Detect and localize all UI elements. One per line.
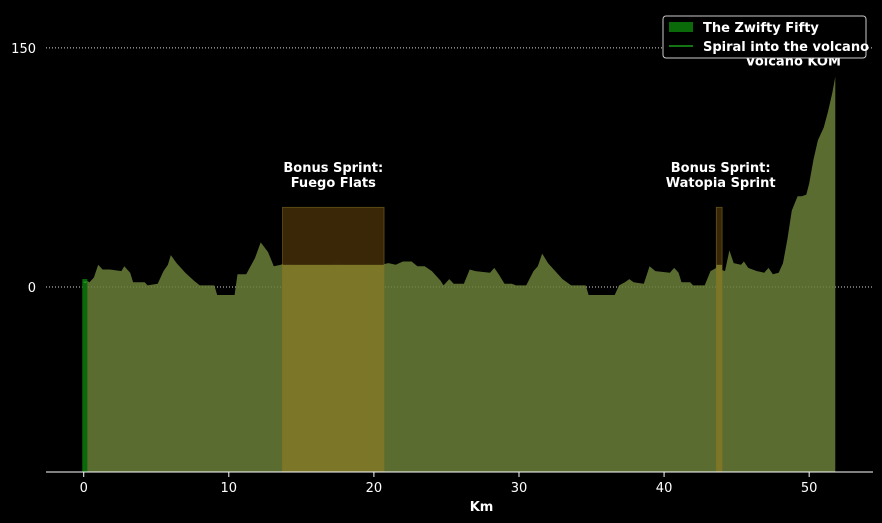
- x-tick-label-20: 20: [366, 481, 383, 496]
- elevation-area-series: [83, 76, 836, 472]
- x-tick-label-50: 50: [801, 481, 818, 496]
- legend-entry-0[interactable]: The Zwifty Fifty: [703, 21, 819, 36]
- x-axis-label: Km: [470, 500, 494, 515]
- legend-swatch-zwifty-fifty: [669, 22, 693, 32]
- sprint-region-cap-1: [716, 207, 723, 265]
- sprint-label-0: Bonus Sprint: Fuego Flats: [283, 161, 383, 191]
- y-tick-label-150: 150: [11, 42, 36, 57]
- x-tick-label-0: 0: [80, 481, 88, 496]
- legend-entry-1[interactable]: Spiral into the volcano: [703, 40, 869, 55]
- y-tick-label-0: 0: [28, 281, 36, 296]
- legend-box: [662, 15, 867, 59]
- x-tick-label-40: 40: [656, 481, 673, 496]
- sprint-label-line-0-0: Bonus Sprint:: [283, 161, 383, 176]
- sprint-regions: [282, 206, 723, 473]
- start-marker-bar: [82, 279, 88, 472]
- legend[interactable]: The Zwifty Fifty Spiral into the volcano: [662, 15, 869, 59]
- start-markers: [82, 279, 88, 472]
- sprint-region-bar-0: [282, 264, 385, 472]
- elevation-area: [83, 76, 836, 472]
- sprint-label-1: Bonus Sprint: Watopia Sprint: [666, 161, 776, 191]
- sprint-region-cap-0: [282, 207, 385, 265]
- axes: 0 10 20 30 40 50 0 150 Km: [11, 42, 873, 515]
- x-tick-label-10: 10: [221, 481, 238, 496]
- sprint-label-line-1-0: Bonus Sprint:: [671, 161, 771, 176]
- sprint-label-line-0-1: Fuego Flats: [291, 176, 376, 191]
- sprint-region-bar-1: [716, 264, 723, 472]
- sprint-label-line-1-1: Watopia Sprint: [666, 176, 776, 191]
- x-tick-label-30: 30: [511, 481, 528, 496]
